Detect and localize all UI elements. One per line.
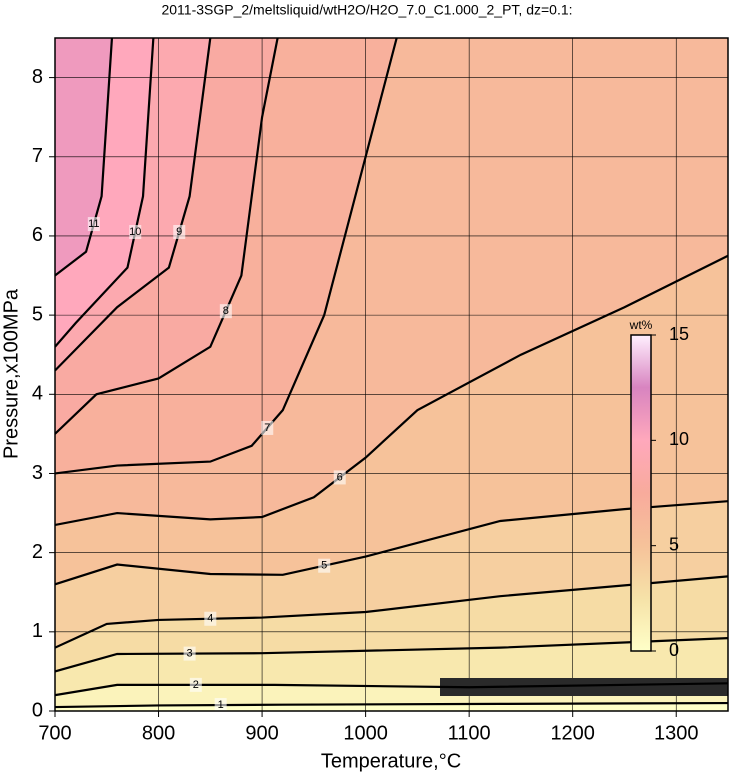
contour-label-bg [214,698,227,713]
colorbar-label: wt% [629,318,653,332]
y-tick-label: 2 [32,541,43,563]
y-tick-label: 3 [32,462,43,484]
x-tick-label: 900 [245,722,278,744]
contour-label-bg [87,217,100,232]
contour-label: 8 [223,305,229,317]
colorbar-tick-label: 5 [669,534,679,554]
contour-label-bg [129,224,142,239]
contour-label-bg [333,470,346,485]
dense-contour-region [440,678,728,696]
contour-label: 5 [321,560,327,572]
colorbar-tick-label: 15 [669,324,689,344]
y-tick-label: 6 [32,224,43,246]
y-tick-label: 4 [32,383,43,405]
contour-fill [55,38,728,711]
x-tick-label: 1200 [550,722,595,744]
contour-label-bg [261,420,274,435]
colorbar-tick-label: 0 [669,640,679,660]
plot-frame [54,37,729,712]
contour-line [55,38,114,277]
contour-label: 10 [129,226,141,238]
y-tick-label: 8 [32,66,43,88]
y-tick-label: 7 [32,145,43,167]
contour-label-bg [204,611,217,626]
contour-label: 2 [193,679,199,691]
contour-label: 7 [264,422,270,434]
contour-label-bg [173,224,186,239]
y-tick-label: 0 [32,699,43,721]
y-axis-label: Pressure,x100MPa [0,288,22,459]
colorbar [630,334,652,652]
contour-label: 11 [88,218,99,230]
x-tick-label: 1000 [343,722,388,744]
chart-title: 2011-3SGP_2/meltsliquid/wtH2O/H2O_7.0_C1… [161,2,572,18]
contour-label: 6 [337,471,343,483]
contour-line [55,701,728,709]
x-axis-label: Temperature,°C [321,750,461,772]
x-tick-label: 800 [142,722,175,744]
x-tick-label: 1300 [654,722,699,744]
contour-lines [55,38,728,709]
contour-line [55,575,728,649]
contour-label-bg [183,646,196,661]
colorbar-tick-label: 10 [669,429,689,449]
y-tick-label: 1 [32,620,43,642]
y-tick-label: 5 [32,303,43,325]
contour-label: 3 [187,648,193,660]
contour-label-bg [189,677,202,692]
x-tick-label: 1100 [448,722,491,744]
contour-line [55,682,728,697]
contour-label: 4 [207,613,213,625]
contour-label: 9 [176,226,182,238]
x-tick-label: 700 [38,722,71,744]
contour-label: 1 [218,699,224,711]
contour-label-bg [318,558,331,573]
contour-label-bg [219,304,232,319]
contour-line [55,637,728,673]
